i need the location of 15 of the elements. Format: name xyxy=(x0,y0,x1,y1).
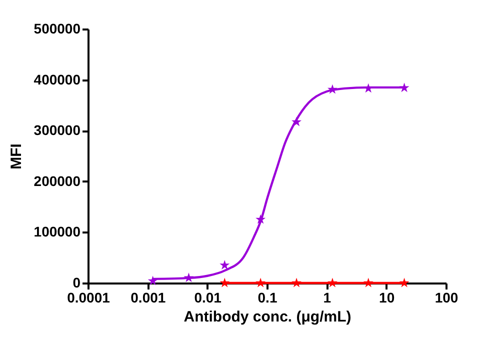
x-tick-label: 1 xyxy=(323,290,332,306)
y-tick-label: 400000 xyxy=(34,71,81,88)
y-tick-label: 500000 xyxy=(34,20,81,36)
x-tick-label: 0.001 xyxy=(130,290,166,306)
y-tick-label: 100000 xyxy=(34,224,81,240)
x-tick-label: 100 xyxy=(434,290,458,306)
y-tick-label: 0 xyxy=(72,274,81,290)
x-axis-title: Antibody conc. (μg/mL) xyxy=(184,308,352,326)
y-tick-label: 200000 xyxy=(34,172,81,189)
x-tick-label: 0.0001 xyxy=(67,290,110,306)
y-axis-title: MFI xyxy=(8,144,25,170)
x-tick-label: 10 xyxy=(379,290,395,306)
y-tick-label: 300000 xyxy=(34,122,81,138)
x-tick-label: 0.01 xyxy=(194,290,222,306)
x-tick-label: 0.1 xyxy=(258,290,278,306)
